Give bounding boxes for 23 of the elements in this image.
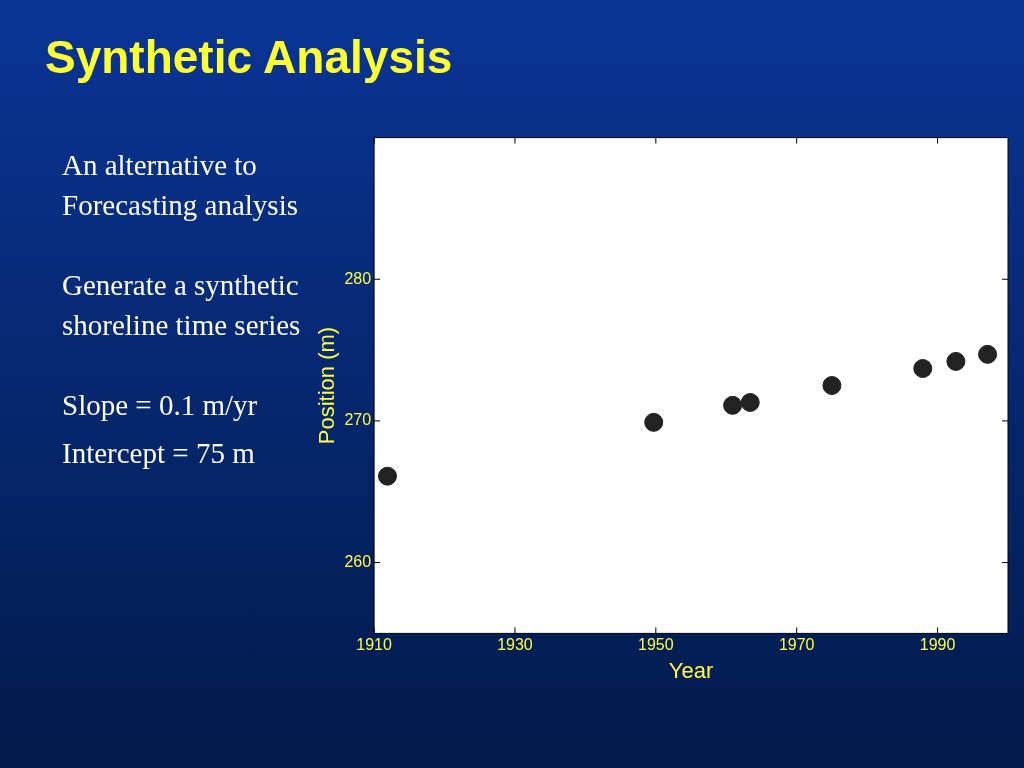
x-tick-label: 1990: [919, 636, 956, 654]
text: Intercept = 75 m: [62, 437, 255, 469]
point: [644, 412, 664, 432]
x-axis-title: Year: [668, 657, 714, 683]
y-tick-label: 280: [344, 269, 372, 287]
y-tick-label: 270: [344, 411, 372, 429]
x-tick-label: 1950: [638, 636, 674, 654]
y-axis-title: Position (m): [314, 326, 340, 445]
x-tick-label: 1910: [356, 636, 392, 654]
x-tick-label: 1970: [778, 636, 815, 654]
y-tick-label: 260: [344, 552, 372, 570]
point: [822, 376, 842, 395]
text: Generate a synthetic shoreline time series: [62, 269, 301, 341]
point: [946, 351, 966, 371]
point: [377, 466, 397, 486]
point: [978, 344, 998, 364]
point: [740, 393, 760, 412]
text: Slope = 0.1 m/yr: [62, 389, 258, 421]
x-tick-label: 1930: [497, 636, 533, 654]
text: An alternative to Forecasting analysis: [62, 148, 299, 223]
point: [723, 395, 743, 415]
chart-title: Synthetic Analysis: [45, 30, 453, 84]
point: [913, 359, 933, 378]
